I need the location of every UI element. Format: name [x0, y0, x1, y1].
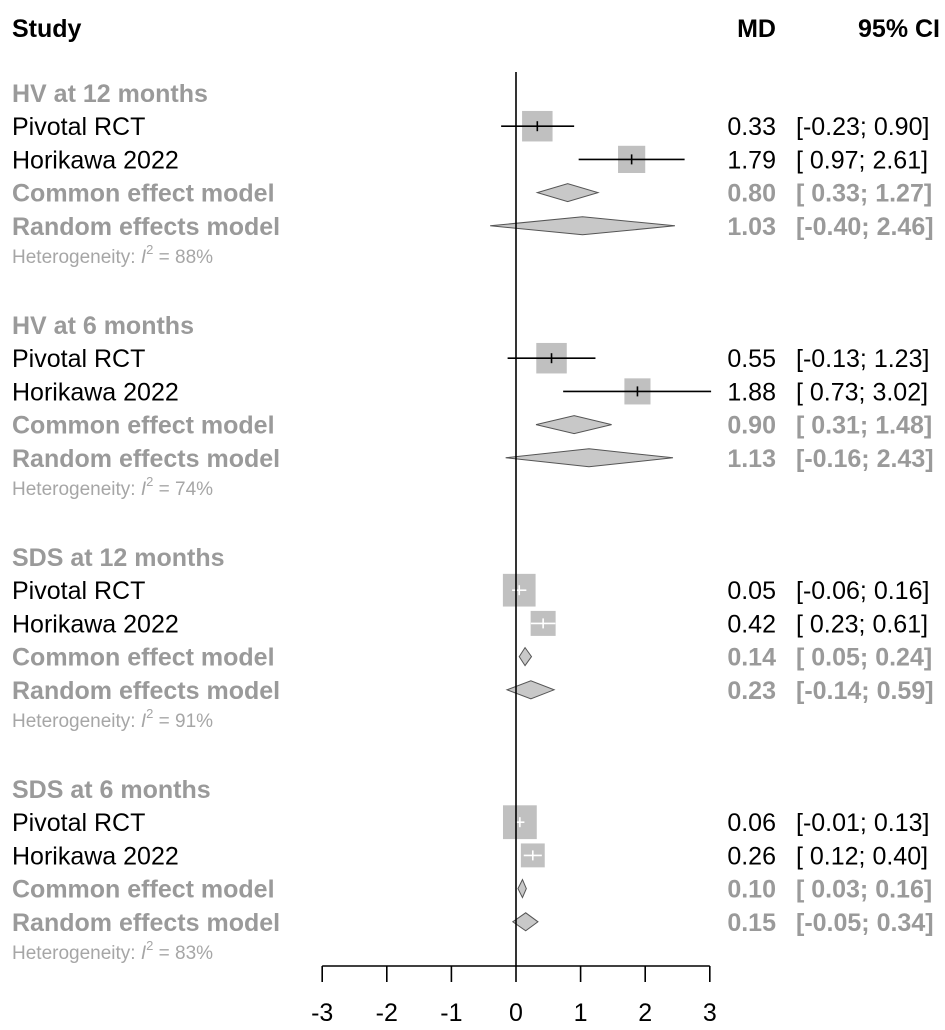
- heterogeneity-stat: Heterogeneity: I2 = 91%: [12, 706, 213, 732]
- common-effect-diamond: [535, 415, 612, 435]
- x-tick-label: 0: [509, 999, 523, 1027]
- x-tick-label: -2: [376, 999, 398, 1027]
- common-effect-diamond: [517, 878, 527, 899]
- md-value: 1.88: [727, 378, 776, 406]
- md-value: 0.10: [727, 876, 776, 904]
- ci-value: [ 0.05; 0.24]: [796, 644, 932, 672]
- random-effect-diamond: [505, 680, 556, 700]
- study-label: Horikawa 2022: [12, 610, 179, 638]
- ci-value: [ 0.97; 2.61]: [796, 146, 928, 174]
- md-value: 1.03: [727, 213, 776, 241]
- ci-value: [-0.23; 0.90]: [796, 113, 929, 141]
- md-value: 0.33: [727, 113, 776, 141]
- study-label: Horikawa 2022: [12, 378, 179, 406]
- heterogeneity-stat: Heterogeneity: I2 = 83%: [12, 938, 213, 964]
- ci-value: [-0.05; 0.34]: [796, 909, 934, 937]
- x-tick-label: 3: [703, 999, 717, 1027]
- model-label: Common effect model: [12, 876, 275, 904]
- x-tick-label: -1: [440, 999, 462, 1027]
- group-label: HV at 6 months: [12, 312, 194, 340]
- md-value: 0.14: [727, 644, 776, 672]
- study-label: Pivotal RCT: [12, 345, 145, 373]
- md-value: 0.15: [727, 909, 776, 937]
- model-label: Random effects model: [12, 213, 280, 241]
- x-tick-label: 1: [574, 999, 588, 1027]
- group-label: SDS at 12 months: [12, 544, 225, 572]
- model-label: Common effect model: [12, 412, 275, 440]
- md-value: 1.79: [727, 146, 776, 174]
- study-label: Pivotal RCT: [12, 809, 145, 837]
- x-tick-label: -3: [311, 999, 333, 1027]
- common-effect-diamond: [535, 183, 600, 203]
- random-effect-diamond: [505, 448, 674, 468]
- ci-value: [-0.14; 0.59]: [796, 677, 934, 705]
- common-effect-diamond: [518, 646, 533, 667]
- group-label: SDS at 6 months: [12, 776, 211, 804]
- random-effect-diamond: [511, 912, 539, 932]
- model-label: Common effect model: [12, 644, 275, 672]
- ci-value: [ 0.33; 1.27]: [796, 180, 932, 208]
- ci-value: [-0.01; 0.13]: [796, 809, 929, 837]
- model-label: Random effects model: [12, 445, 280, 473]
- md-value: 1.13: [727, 445, 776, 473]
- ci-value: [-0.40; 2.46]: [796, 213, 934, 241]
- md-value: 0.80: [727, 180, 776, 208]
- study-label: Pivotal RCT: [12, 577, 145, 605]
- md-value: 0.42: [727, 610, 776, 638]
- md-value: 0.05: [727, 577, 776, 605]
- md-value: 0.06: [727, 809, 776, 837]
- study-label: Pivotal RCT: [12, 113, 145, 141]
- forest-rows: HV at 12 months Pivotal RCT 0.33 [-0.23; 0.…: [12, 80, 934, 964]
- header-md: MD: [737, 15, 776, 43]
- model-label: Random effects model: [12, 677, 280, 705]
- heterogeneity-stat: Heterogeneity: I2 = 88%: [12, 242, 213, 268]
- model-label: Common effect model: [12, 180, 275, 208]
- ci-value: [ 0.73; 3.02]: [796, 378, 928, 406]
- md-value: 0.55: [727, 345, 776, 373]
- study-label: Horikawa 2022: [12, 146, 179, 174]
- random-effect-diamond: [490, 216, 675, 236]
- x-tick-label: 2: [638, 999, 652, 1027]
- md-value: 0.90: [727, 412, 776, 440]
- ci-value: [ 0.03; 0.16]: [796, 876, 932, 904]
- md-value: 0.23: [727, 677, 776, 705]
- ci-value: [-0.16; 2.43]: [796, 445, 934, 473]
- model-label: Random effects model: [12, 909, 280, 937]
- group-label: HV at 12 months: [12, 80, 208, 108]
- md-value: 0.26: [727, 842, 776, 870]
- header-study: Study: [12, 15, 82, 43]
- study-label: Horikawa 2022: [12, 842, 179, 870]
- ci-value: [-0.06; 0.16]: [796, 577, 929, 605]
- ci-value: [-0.13; 1.23]: [796, 345, 929, 373]
- x-axis: -3 -2 -1 0 1 2 3: [311, 72, 717, 1027]
- heterogeneity-stat: Heterogeneity: I2 = 74%: [12, 474, 213, 500]
- ci-value: [ 0.23; 0.61]: [796, 610, 928, 638]
- ci-value: [ 0.31; 1.48]: [796, 412, 932, 440]
- header-ci: 95% CI: [858, 15, 940, 43]
- ci-value: [ 0.12; 0.40]: [796, 842, 928, 870]
